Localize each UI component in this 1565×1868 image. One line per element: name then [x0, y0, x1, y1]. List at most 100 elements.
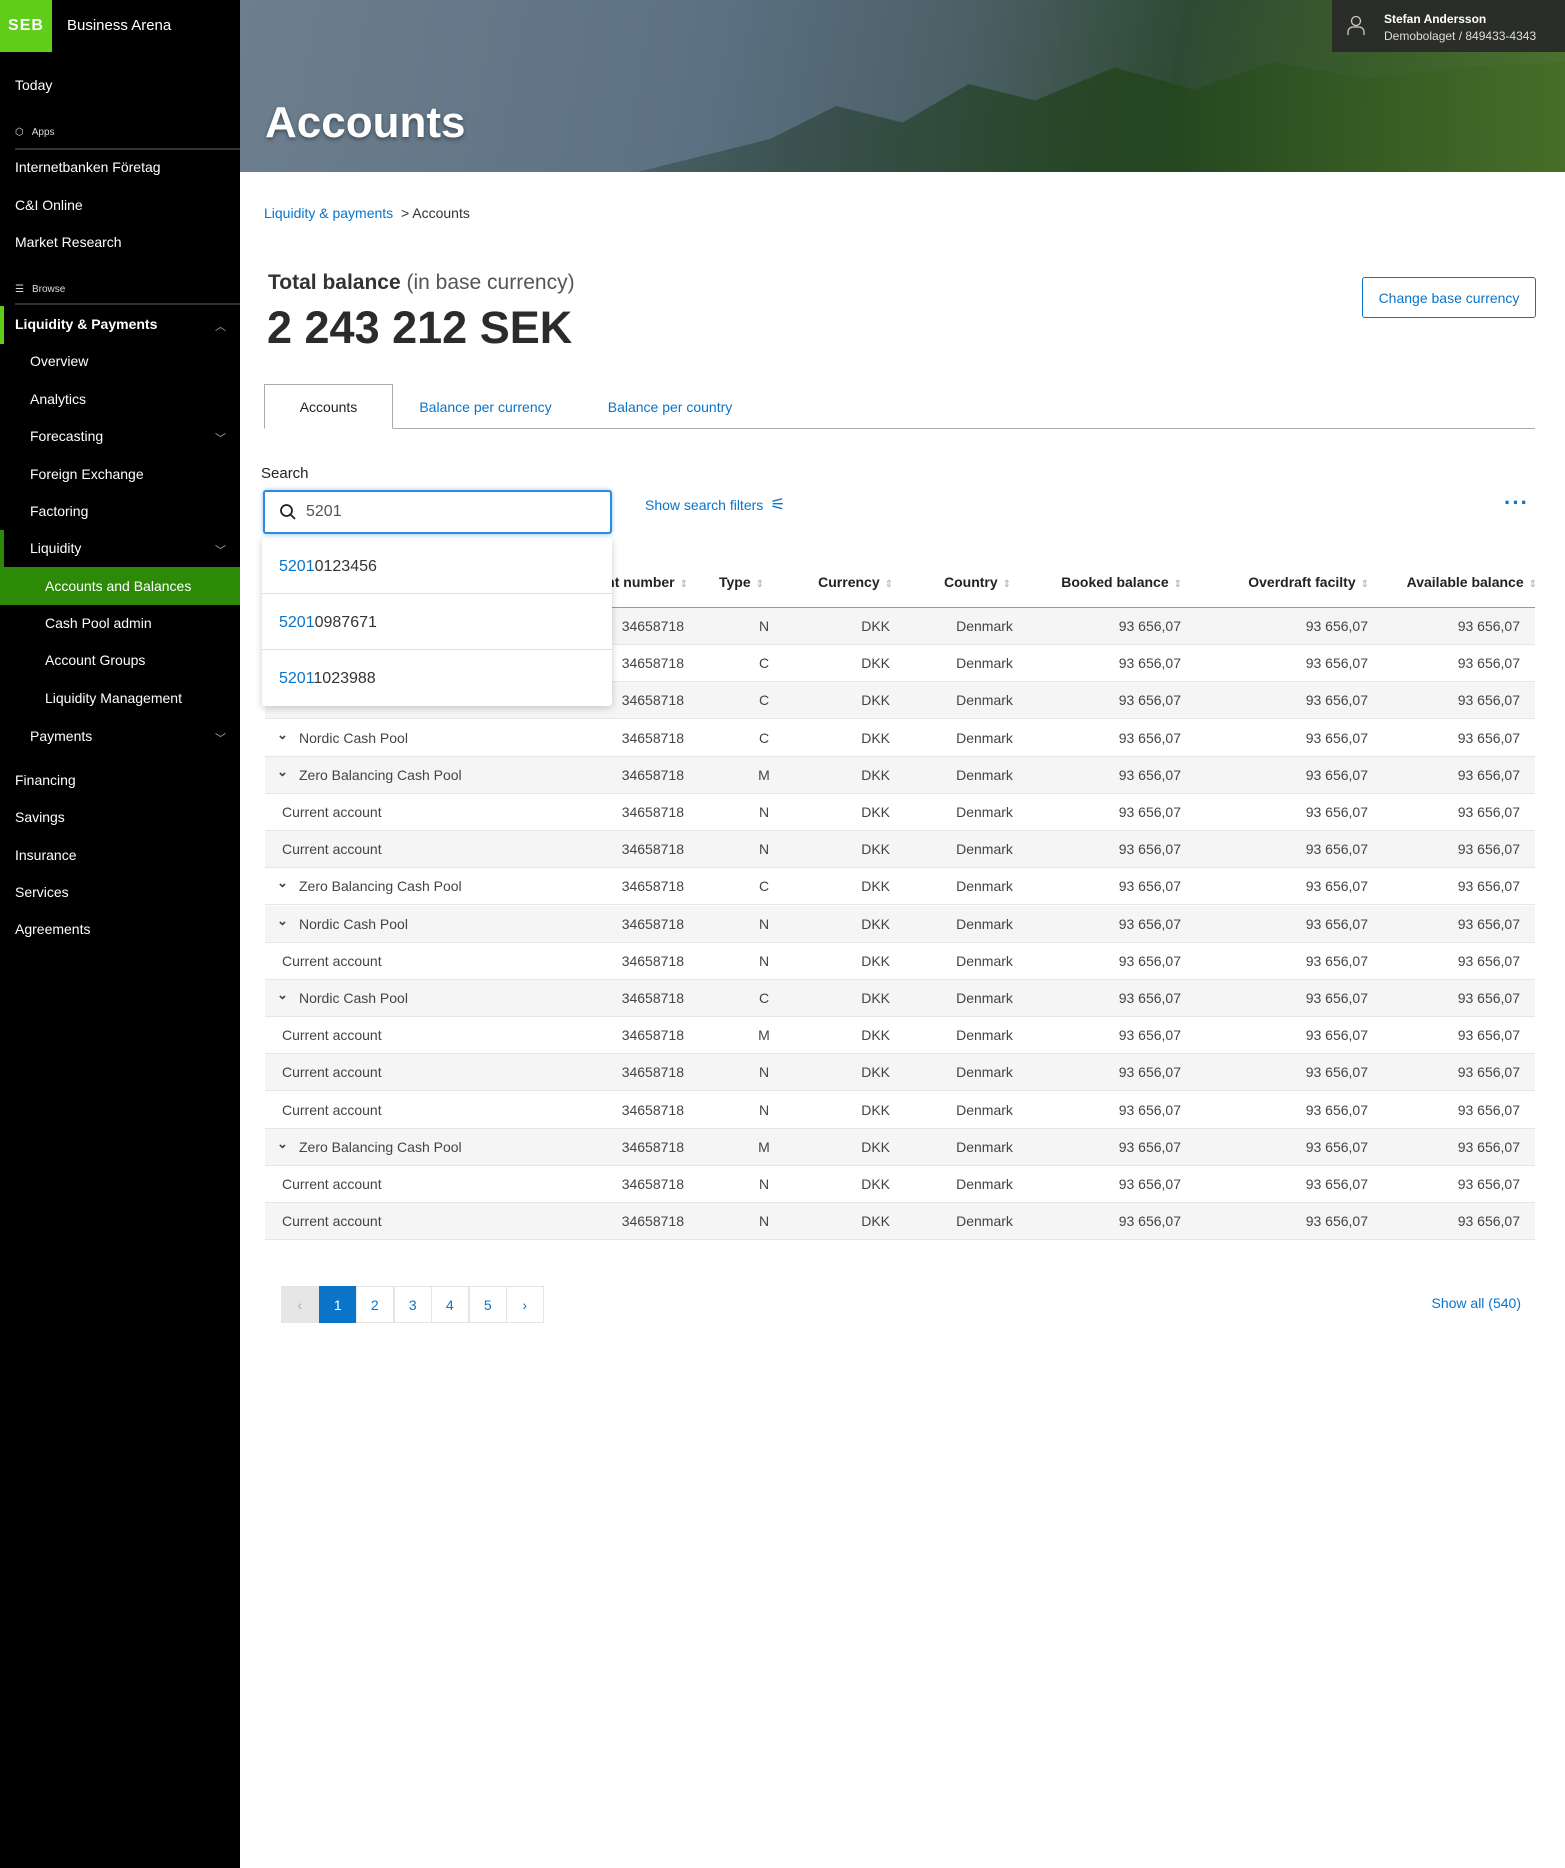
account-name: Current account — [282, 1213, 382, 1230]
sidebar-item-insurance[interactable]: Insurance — [15, 847, 77, 863]
chevron-down-icon[interactable]: ⌄ — [277, 987, 288, 1002]
sidebar-item-today[interactable]: Today — [15, 77, 53, 93]
table-row[interactable]: Current account 34658718 N DKK Denmark 93 656… — [265, 1166, 1535, 1203]
table-row[interactable]: Current account 34658718 N DKK Denmark 93 656… — [265, 831, 1535, 869]
chevron-up-icon[interactable]: ︿ — [215, 321, 226, 333]
chevron-down-icon[interactable]: ﹀ — [215, 545, 226, 557]
sidebar-item-forecasting[interactable]: Forecasting — [30, 428, 104, 444]
country: Denmark — [956, 990, 1013, 1006]
table-row[interactable]: Current account 34658718 N DKK Denmark 93 656… — [265, 1203, 1535, 1241]
sidebar-item-payments[interactable]: Payments — [30, 728, 93, 744]
table-row[interactable]: ⌄ Zero Balancing Cash Pool 34658718 C DKK Den… — [265, 868, 1535, 906]
tab-balance-per-country[interactable]: Balance per country — [607, 398, 733, 415]
table-row[interactable]: ⌄ Zero Balancing Cash Pool 34658718 M DKK Den… — [265, 1128, 1535, 1166]
header-overdraft-facility[interactable]: Overdraft facilty ⇕ — [1248, 574, 1369, 590]
pagination-next[interactable]: › — [506, 1286, 544, 1323]
booked-balance: 93 656,07 — [1118, 766, 1181, 783]
sidebar-item-internetbanken[interactable]: Internetbanken Företag — [15, 159, 161, 175]
header-available-balance[interactable]: Available balance ⇕ — [1406, 574, 1537, 590]
sidebar-item-cash-pool-admin[interactable]: Cash Pool admin — [45, 615, 152, 631]
change-base-currency-button[interactable]: Change base currency — [1362, 277, 1536, 318]
chevron-down-icon[interactable]: ⌄ — [277, 1135, 288, 1151]
currency: DKK — [861, 1213, 890, 1230]
sort-icon: ⇕ — [1528, 579, 1537, 590]
sidebar-item-liquidity[interactable] — [0, 530, 240, 568]
table-row[interactable]: 34658718 C DKK Denmark 93 656,07 93 656,07 93 … — [265, 645, 1535, 683]
sidebar-item-accounts-balances[interactable]: Accounts and Balances — [45, 578, 192, 594]
sidebar-item-account-groups[interactable]: Account Groups — [45, 652, 146, 668]
tab-divider — [265, 428, 1535, 429]
table-row[interactable]: ⌄ Zero Balancing Cash Pool 34658718 M DKK Den… — [265, 756, 1535, 794]
pagination-page-2[interactable]: 2 — [356, 1286, 394, 1323]
currency: DKK — [861, 766, 890, 783]
chevron-down-icon[interactable]: ⌄ — [277, 912, 288, 928]
header-currency[interactable]: Currency ⇕ — [818, 574, 893, 590]
sidebar-item-financing[interactable]: Financing — [15, 772, 76, 788]
pagination-page-5[interactable]: 5 — [469, 1286, 507, 1323]
overdraft-facility: 93 656,07 — [1305, 915, 1368, 932]
account-type: N — [758, 1064, 770, 1081]
table-row[interactable]: Current account 34658718 N DKK Denmark 93 656… — [265, 1054, 1535, 1092]
available-balance: 93 656,07 — [1457, 618, 1520, 634]
table-row[interactable]: ⌄ Nordic Cash Pool 34658718 C DKK Denmark 93 6… — [265, 980, 1535, 1017]
sidebar-item-services[interactable]: Services — [15, 884, 69, 900]
sidebar-item-factoring[interactable]: Factoring — [30, 503, 89, 519]
sidebar-item-overview[interactable]: Overview — [30, 353, 89, 369]
pagination-page-3[interactable]: 3 — [394, 1286, 432, 1323]
account-type: C — [758, 990, 770, 1006]
country: Denmark — [956, 1064, 1013, 1081]
sidebar-item-savings[interactable]: Savings — [15, 809, 65, 825]
tab-balance-per-currency[interactable]: Balance per currency — [419, 398, 552, 415]
country: Denmark — [956, 841, 1013, 858]
suggestion-item[interactable]: 52010987671 — [262, 594, 612, 650]
header-booked-balance[interactable]: Booked balance ⇕ — [1061, 574, 1182, 590]
sidebar-item-foreign-exchange[interactable]: Foreign Exchange — [30, 466, 144, 482]
available-balance: 93 656,07 — [1457, 841, 1520, 858]
breadcrumb-parent[interactable]: Liquidity & payments — [264, 205, 394, 221]
table-row[interactable]: Current account 34658718 M DKK Denmark 93 656… — [265, 1017, 1535, 1055]
user-menu[interactable]: Stefan Andersson Demobolaget / 849433-43… — [1332, 0, 1565, 52]
account-number: 34658718 — [621, 1101, 684, 1118]
sidebar-item-market-research[interactable]: Market Research — [15, 234, 122, 250]
sidebar-item-liquidity-payments[interactable] — [0, 306, 240, 344]
booked-balance: 93 656,07 — [1118, 1176, 1181, 1192]
suggestion-item[interactable]: 52011023988 — [279, 670, 376, 687]
available-balance: 93 656,07 — [1457, 804, 1520, 820]
show-search-filters-button[interactable]: Show search filters ⚟ — [645, 495, 786, 515]
table-row[interactable]: Current account 34658718 N DKK Denmark 93 656… — [265, 943, 1535, 980]
header-type[interactable]: Type ⇕ — [719, 574, 765, 590]
table-row[interactable]: ⌄ Nordic Cash Pool 34658718 C DKK Denmark 93 6… — [265, 720, 1535, 757]
search-suggestions: 52010123456 52010987671 52011023988 — [262, 538, 612, 706]
table-row[interactable]: Current account 34658718 N DKK Denmark 93 656… — [265, 1092, 1535, 1129]
sidebar-item-analytics[interactable]: Analytics — [30, 391, 87, 407]
chevron-down-icon[interactable]: ﹀ — [215, 733, 226, 745]
chevron-down-icon[interactable]: ﹀ — [215, 433, 226, 445]
show-all-link[interactable]: Show all (540) — [1431, 1295, 1522, 1311]
pagination-page-4[interactable]: 4 — [431, 1286, 469, 1323]
search-input[interactable]: 5201 — [263, 490, 612, 534]
overdraft-facility: 93 656,07 — [1305, 952, 1368, 969]
table-row[interactable]: Current account 34658718 N DKK Denmark 93 656… — [265, 794, 1535, 831]
sidebar-item-agreements[interactable]: Agreements — [15, 921, 91, 937]
pagination-page-1[interactable]: 1 — [319, 1286, 357, 1323]
sort-icon: ⇕ — [679, 579, 688, 590]
account-name: Current account — [282, 841, 382, 858]
tab-accounts[interactable]: Accounts — [264, 384, 393, 429]
currency: DKK — [861, 729, 890, 746]
account-number: 34658718 — [621, 915, 684, 932]
chevron-down-icon[interactable]: ⌄ — [277, 726, 288, 742]
sidebar-item-accounts-balances-active[interactable] — [0, 567, 240, 605]
suggestion-item[interactable]: 52010123456 — [262, 538, 612, 594]
sidebar-item-liquidity-management[interactable]: Liquidity Management — [45, 690, 182, 706]
seb-logo[interactable]: SEB — [0, 0, 52, 52]
pagination-prev[interactable]: ‹ — [281, 1286, 319, 1323]
chevron-down-icon[interactable]: ⌄ — [277, 763, 288, 779]
table-row[interactable]: ⌄ Nordic Cash Pool 34658718 N DKK Denmark 93 6… — [265, 905, 1535, 943]
more-options-icon[interactable]: ··· — [1504, 490, 1529, 515]
sidebar-item-ci-online[interactable]: C&I Online — [15, 197, 83, 213]
account-number: 34658718 — [621, 766, 684, 783]
account-type: N — [758, 804, 770, 820]
header-country[interactable]: Country ⇕ — [944, 574, 1012, 590]
sort-icon: ⇕ — [755, 579, 765, 590]
chevron-down-icon[interactable]: ⌄ — [277, 875, 288, 891]
